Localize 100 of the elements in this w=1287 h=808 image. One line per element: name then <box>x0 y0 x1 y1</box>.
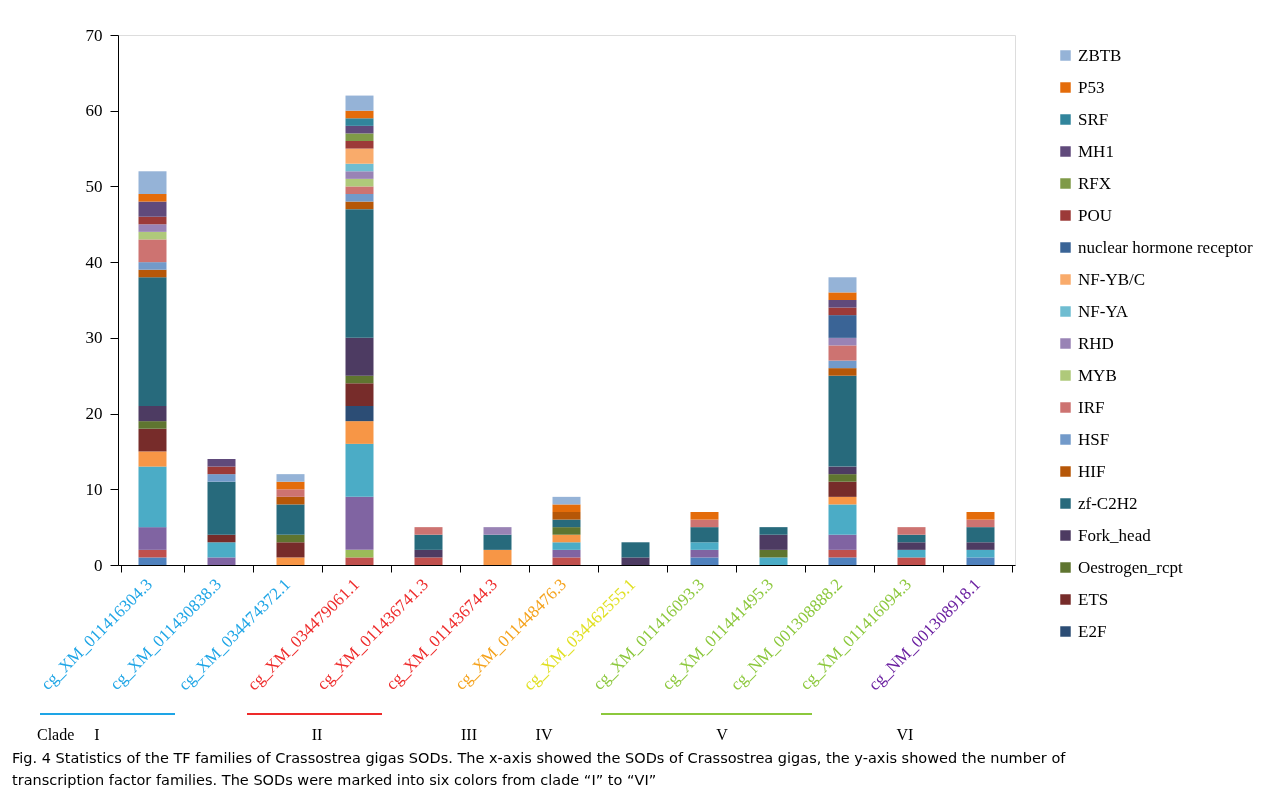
bar <box>345 171 374 179</box>
bar <box>552 549 581 558</box>
bar <box>552 542 581 550</box>
bar <box>138 216 167 225</box>
bar <box>552 512 581 520</box>
bar <box>621 557 650 565</box>
bar <box>207 557 236 565</box>
bar <box>966 512 995 520</box>
bar <box>207 466 236 475</box>
legend-label: P53 <box>1078 77 1105 97</box>
text: I <box>94 726 100 743</box>
bar <box>138 421 167 429</box>
bar <box>552 527 581 535</box>
bar <box>828 337 857 346</box>
bar <box>345 148 374 164</box>
bar <box>138 557 167 565</box>
bar <box>138 239 167 263</box>
legend-label: SRF <box>1078 109 1109 129</box>
bar <box>345 163 374 172</box>
bar <box>345 186 374 194</box>
bar <box>138 428 167 452</box>
bar <box>828 368 857 376</box>
text: V <box>716 726 729 743</box>
bar <box>828 496 857 505</box>
bar <box>828 345 857 361</box>
bar <box>759 549 788 558</box>
bar <box>690 549 719 558</box>
bar <box>690 527 719 543</box>
bar <box>138 549 167 558</box>
bar <box>414 534 443 550</box>
legend-label: RFX <box>1078 173 1112 193</box>
y-tick-label: 10 <box>85 479 103 499</box>
bar <box>828 557 857 565</box>
bar <box>552 534 581 543</box>
bar <box>138 527 167 550</box>
legend-label: nuclear hormone receptor <box>1078 237 1253 257</box>
bar <box>207 474 236 482</box>
bar <box>828 375 857 467</box>
bar <box>828 466 857 475</box>
legend-label: zf-C2H2 <box>1078 493 1138 513</box>
bar <box>414 527 443 535</box>
bar <box>345 496 374 550</box>
legend-label: HSF <box>1078 429 1110 449</box>
y-tick-label: 60 <box>85 101 103 121</box>
bar <box>897 527 926 535</box>
bar <box>690 512 719 520</box>
legend-label: HIF <box>1078 461 1106 481</box>
bar <box>345 201 374 210</box>
bar <box>345 110 374 119</box>
text: II <box>311 726 323 743</box>
bar <box>345 557 374 565</box>
bar <box>828 300 857 308</box>
bar <box>552 504 581 512</box>
y-tick-label: 30 <box>85 328 103 348</box>
text: IV <box>535 726 553 743</box>
bar <box>345 95 374 111</box>
bar <box>552 557 581 565</box>
bar <box>966 527 995 543</box>
bar <box>276 504 305 535</box>
text: III <box>461 726 477 743</box>
bar <box>345 178 374 187</box>
bar <box>138 171 167 194</box>
bar <box>345 421 374 444</box>
y-tick-label: 50 <box>85 176 103 196</box>
legend-label: MYB <box>1078 365 1117 385</box>
bar <box>690 519 719 528</box>
caption: Fig. 4 Statistics of the TF families of Crassostrea gigas SODs. The x-axis showed the SODs of Crassostrea gigas, the y-axis showed the number of transcription factor families. The SODs were marked into six colors from clade “I” to “VI” <box>12 750 1067 788</box>
bar <box>897 557 926 565</box>
bar <box>759 527 788 535</box>
bar <box>138 201 167 217</box>
bar <box>138 194 167 202</box>
bar <box>345 375 374 384</box>
bar <box>828 277 857 293</box>
bar <box>276 481 305 490</box>
bar <box>828 481 857 497</box>
bar <box>207 542 236 558</box>
bar <box>138 224 167 232</box>
text: Clade <box>37 726 75 743</box>
bar <box>138 262 167 270</box>
bar <box>276 489 305 497</box>
bar <box>414 549 443 558</box>
y-tick-label: 20 <box>85 404 103 424</box>
bar <box>345 133 374 141</box>
bar <box>276 557 305 565</box>
bar <box>276 474 305 482</box>
bar <box>690 557 719 565</box>
bar <box>483 549 512 565</box>
bar <box>966 542 995 550</box>
bar <box>966 549 995 558</box>
bar <box>621 542 650 558</box>
legend-label: IRF <box>1078 397 1105 417</box>
y-tick-label: 40 <box>85 252 103 272</box>
text: VI <box>896 726 914 743</box>
bar <box>276 534 305 543</box>
bar <box>897 534 926 543</box>
legend-label: NF-YA <box>1078 301 1129 321</box>
bar <box>828 474 857 482</box>
legend-label: E2F <box>1078 621 1107 641</box>
bar <box>345 406 374 422</box>
legend-label: POU <box>1078 205 1113 225</box>
